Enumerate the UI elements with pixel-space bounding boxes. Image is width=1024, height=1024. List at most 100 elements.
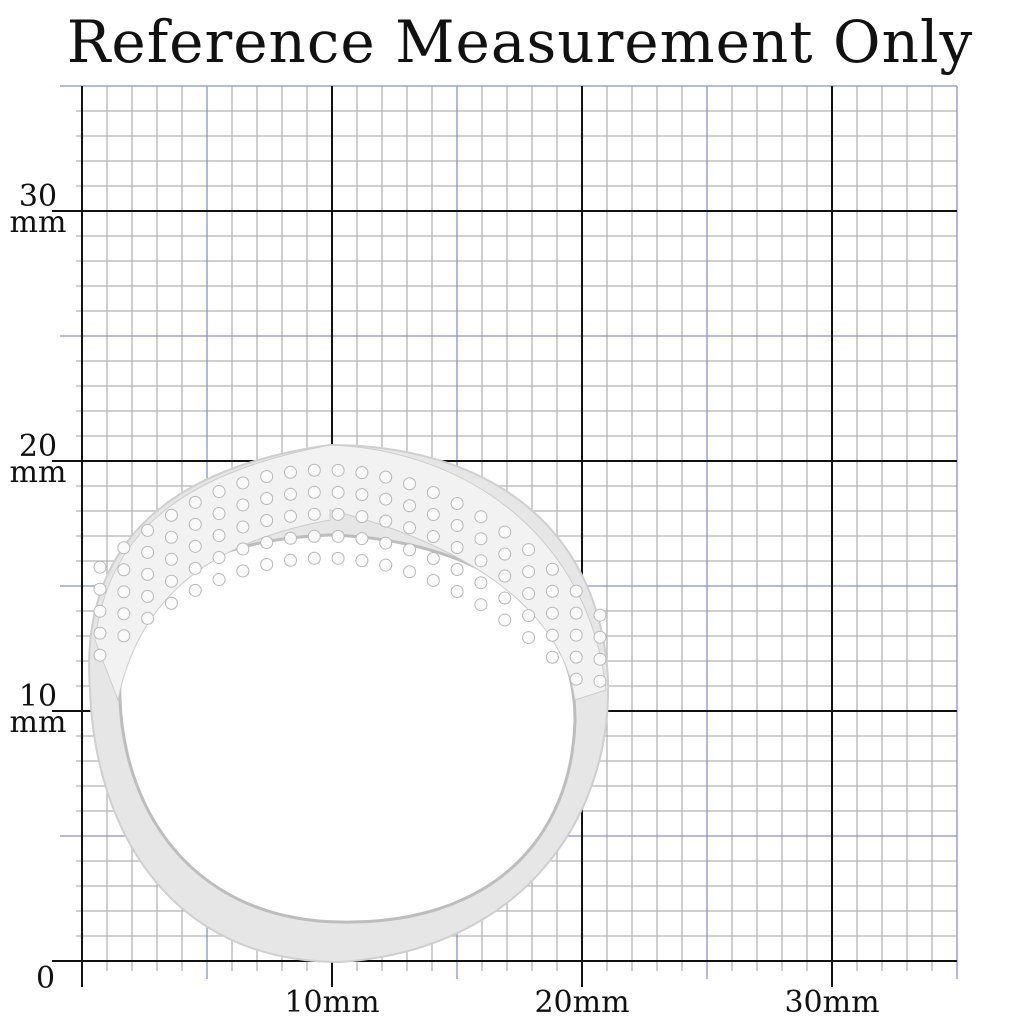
y-label-30: 30 mm [6, 182, 70, 238]
stone [141, 589, 155, 603]
stone [569, 650, 583, 664]
stone [545, 650, 559, 664]
stone [355, 488, 369, 502]
stone [283, 487, 297, 501]
stone [403, 499, 417, 513]
stone [212, 529, 226, 543]
y-label-20: 20 mm [6, 432, 70, 488]
stone [355, 554, 369, 568]
stone [236, 564, 250, 578]
stone [283, 465, 297, 479]
stone [355, 466, 369, 480]
stone [260, 470, 274, 484]
stone [474, 576, 488, 590]
stone [474, 598, 488, 612]
stone [117, 563, 131, 577]
stone [236, 476, 250, 490]
stone [593, 674, 607, 688]
x-label-20: 20mm [534, 985, 630, 1020]
stone [93, 626, 107, 640]
stone [260, 536, 274, 550]
stone [283, 531, 297, 545]
stone [522, 609, 536, 623]
stone [426, 552, 440, 566]
stone [450, 497, 464, 511]
y-label-value: 10 [18, 679, 58, 714]
stone [403, 565, 417, 579]
stone [260, 492, 274, 506]
stone [593, 630, 607, 644]
stone [498, 569, 512, 583]
stone [545, 628, 559, 642]
stone [283, 553, 297, 567]
stone [141, 545, 155, 559]
stone [545, 606, 559, 620]
stone [283, 509, 297, 523]
stone [593, 652, 607, 666]
stone [212, 507, 226, 521]
stone [307, 485, 321, 499]
stone [403, 543, 417, 557]
stone [522, 587, 536, 601]
stone [117, 585, 131, 599]
stone [545, 584, 559, 598]
stone [426, 530, 440, 544]
stone [260, 558, 274, 572]
stone [450, 519, 464, 533]
stone [307, 551, 321, 565]
stone [379, 558, 393, 572]
stone [522, 631, 536, 645]
stone [379, 536, 393, 550]
stone [93, 604, 107, 618]
stone [188, 539, 202, 553]
stone [188, 517, 202, 531]
stone [117, 541, 131, 555]
stone [426, 508, 440, 522]
y-label-unit: mm [9, 205, 67, 240]
stone [498, 613, 512, 627]
stone [141, 611, 155, 625]
stone [141, 523, 155, 537]
page-title: Reference Measurement Only [66, 8, 974, 76]
y-label-10: 10 mm [6, 682, 70, 738]
x-label-30: 30mm [784, 985, 880, 1020]
stone [403, 477, 417, 491]
stone [93, 582, 107, 596]
stone [498, 547, 512, 561]
stone [260, 514, 274, 528]
stone [545, 562, 559, 576]
y-label-value: 20 [18, 429, 58, 464]
stone [474, 532, 488, 546]
stone [188, 495, 202, 509]
stone [450, 585, 464, 599]
stone [212, 573, 226, 587]
stone [331, 529, 345, 543]
stone [498, 591, 512, 605]
stone [93, 560, 107, 574]
y-label-unit: mm [9, 705, 67, 740]
x-label-10: 10mm [284, 985, 380, 1020]
stone [498, 525, 512, 539]
stone [164, 530, 178, 544]
stone [426, 574, 440, 588]
stone [307, 463, 321, 477]
stone [593, 608, 607, 622]
stone [355, 532, 369, 546]
y-label-value: 30 [18, 179, 58, 214]
stone [164, 552, 178, 566]
stone [379, 492, 393, 506]
stone [522, 565, 536, 579]
stone [212, 485, 226, 499]
stone [331, 507, 345, 521]
stone [236, 498, 250, 512]
y-label-unit: mm [9, 455, 67, 490]
stone [93, 648, 107, 662]
stone [569, 672, 583, 686]
stone [569, 606, 583, 620]
stone [355, 510, 369, 524]
stone [117, 607, 131, 621]
stone [236, 520, 250, 534]
stone [331, 463, 345, 477]
stone [164, 508, 178, 522]
